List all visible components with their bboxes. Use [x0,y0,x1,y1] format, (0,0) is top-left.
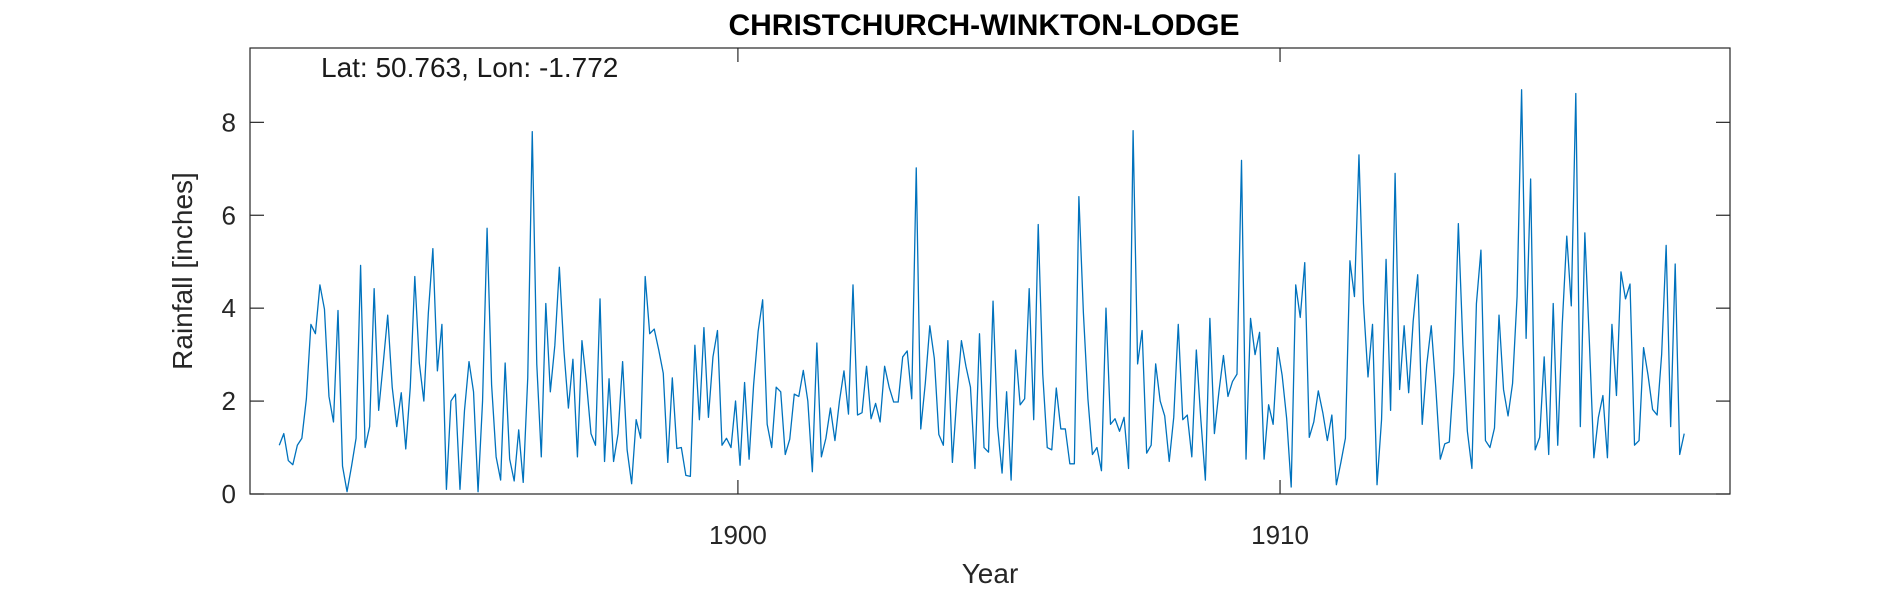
tick-labels: 0 2 4 6 8 1900 1910 [222,107,1309,550]
location-annotation: Lat: 50.763, Lon: -1.772 [321,52,618,83]
y-axis-label: Rainfall [inches] [167,172,198,370]
chart-title: CHRISTCHURCH-WINKTON-LODGE [728,9,1239,42]
axis-ticks [250,48,1730,495]
x-axis-label: Year [962,558,1019,589]
x-tick-label: 1900 [709,520,767,550]
x-tick-label: 1910 [1251,520,1309,550]
y-tick-label: 0 [222,479,236,509]
rainfall-series-line [278,89,1685,493]
y-tick-label: 2 [222,386,236,416]
y-tick-label: 8 [222,107,236,137]
plot-area-frame [249,47,1731,495]
y-tick-label: 4 [222,293,236,323]
y-tick-label: 6 [222,200,236,230]
